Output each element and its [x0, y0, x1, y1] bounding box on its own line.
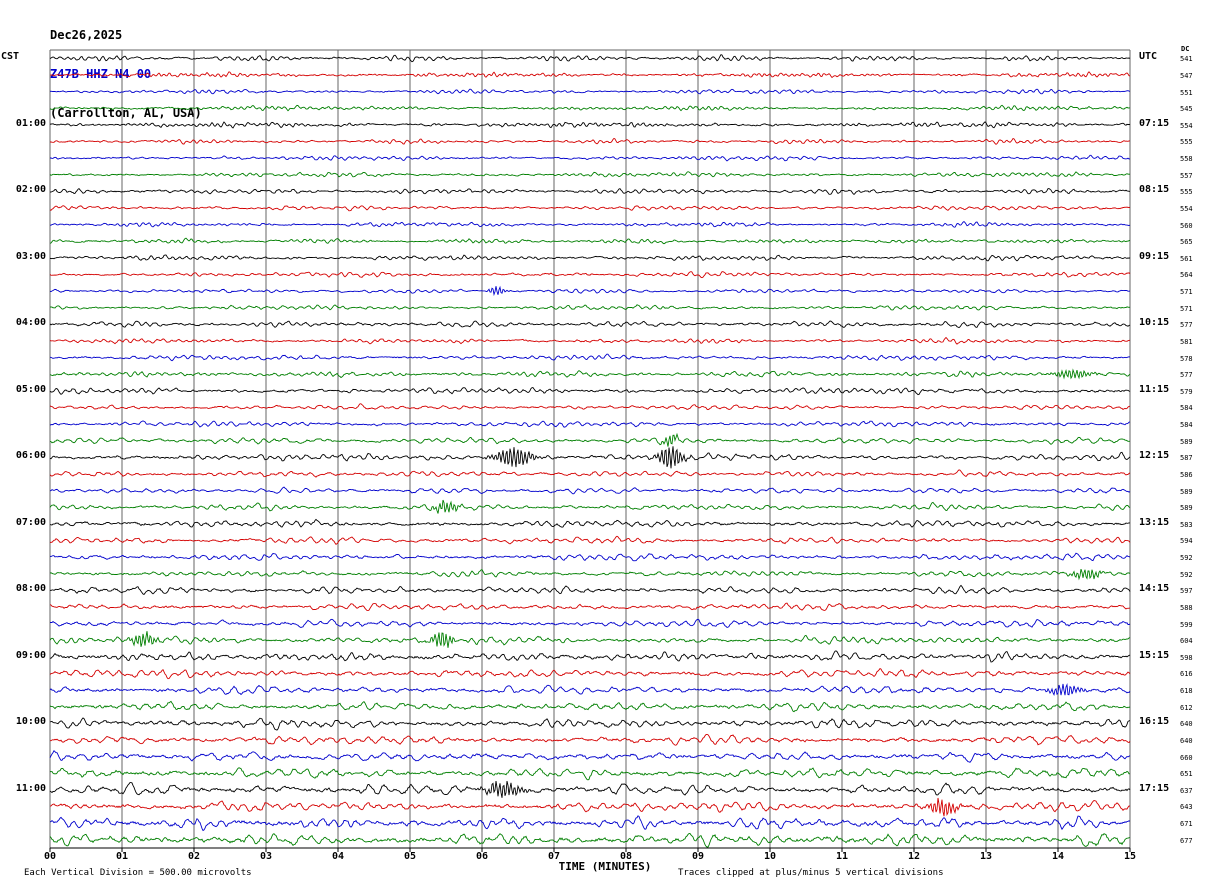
- seismogram-trace: [49, 368, 1131, 380]
- right-axis-name: UTC: [1139, 51, 1158, 62]
- seismogram-trace: [50, 733, 1131, 746]
- seismogram-trace: [49, 717, 1131, 731]
- clip-note: Traces clipped at plus/minus 5 vertical …: [678, 868, 944, 878]
- seismogram-trace: [49, 336, 1131, 345]
- seismogram-trace: [49, 54, 1131, 63]
- seismogram-trace: [49, 631, 1131, 648]
- seismogram-trace: [49, 780, 1131, 798]
- seismogram-trace: [49, 353, 1131, 362]
- seismogram-trace: [49, 552, 1131, 562]
- seismogram-trace: [49, 171, 1131, 178]
- seismogram-trace: [49, 304, 1131, 311]
- seismogram-trace: [49, 88, 1131, 95]
- seismogram-trace: [49, 205, 1131, 212]
- seismogram-trace: [50, 154, 1131, 162]
- seismogram-trace: [49, 187, 1130, 196]
- seismogram-trace: [49, 518, 1130, 528]
- seismogram-trace: [49, 797, 1131, 817]
- seismogram-trace: [49, 602, 1131, 612]
- seismogram-trace: [49, 499, 1131, 514]
- seismogram-trace: [49, 535, 1131, 546]
- seismogram-trace: [50, 221, 1131, 228]
- seismogram-trace: [49, 137, 1130, 145]
- seismogram-trace: [49, 285, 1131, 297]
- seismogram-trace: [49, 833, 1131, 848]
- seismogram-trace: [49, 767, 1130, 781]
- scale-note: Each Vertical Division = 500.00 microvol…: [24, 868, 252, 878]
- seismogram-trace: [49, 320, 1131, 329]
- seismogram-trace: [49, 271, 1131, 279]
- seismogram-trace: [49, 121, 1131, 129]
- seismogram-trace: [49, 420, 1131, 428]
- seismogram-trace: [49, 254, 1131, 262]
- x-axis-title: TIME (MINUTES): [558, 860, 652, 873]
- seismogram-trace: [49, 700, 1131, 713]
- seismogram-trace: [49, 104, 1130, 112]
- seismogram-trace: [49, 815, 1131, 832]
- seismogram-trace: [49, 71, 1131, 79]
- seismogram-trace: [49, 618, 1131, 628]
- seismogram-trace: [49, 387, 1131, 396]
- seismogram-trace: [49, 568, 1131, 581]
- seismogram-trace: [49, 469, 1131, 478]
- left-axis-name: CST: [1, 51, 20, 62]
- seismogram-trace: [49, 237, 1131, 245]
- seismogram-trace: [49, 650, 1131, 663]
- seismogram-trace: [49, 749, 1131, 763]
- seismogram-trace: [49, 486, 1131, 495]
- seismogram-trace: [49, 668, 1131, 680]
- seismogram-trace: [49, 584, 1131, 595]
- dc-column-header: DC: [1181, 45, 1190, 53]
- seismogram-trace: [49, 446, 1131, 469]
- title-date: Dec26,2025: [50, 28, 123, 42]
- seismogram-trace: [49, 432, 1131, 447]
- seismogram-trace: [49, 682, 1131, 697]
- seismogram-trace: [49, 403, 1131, 411]
